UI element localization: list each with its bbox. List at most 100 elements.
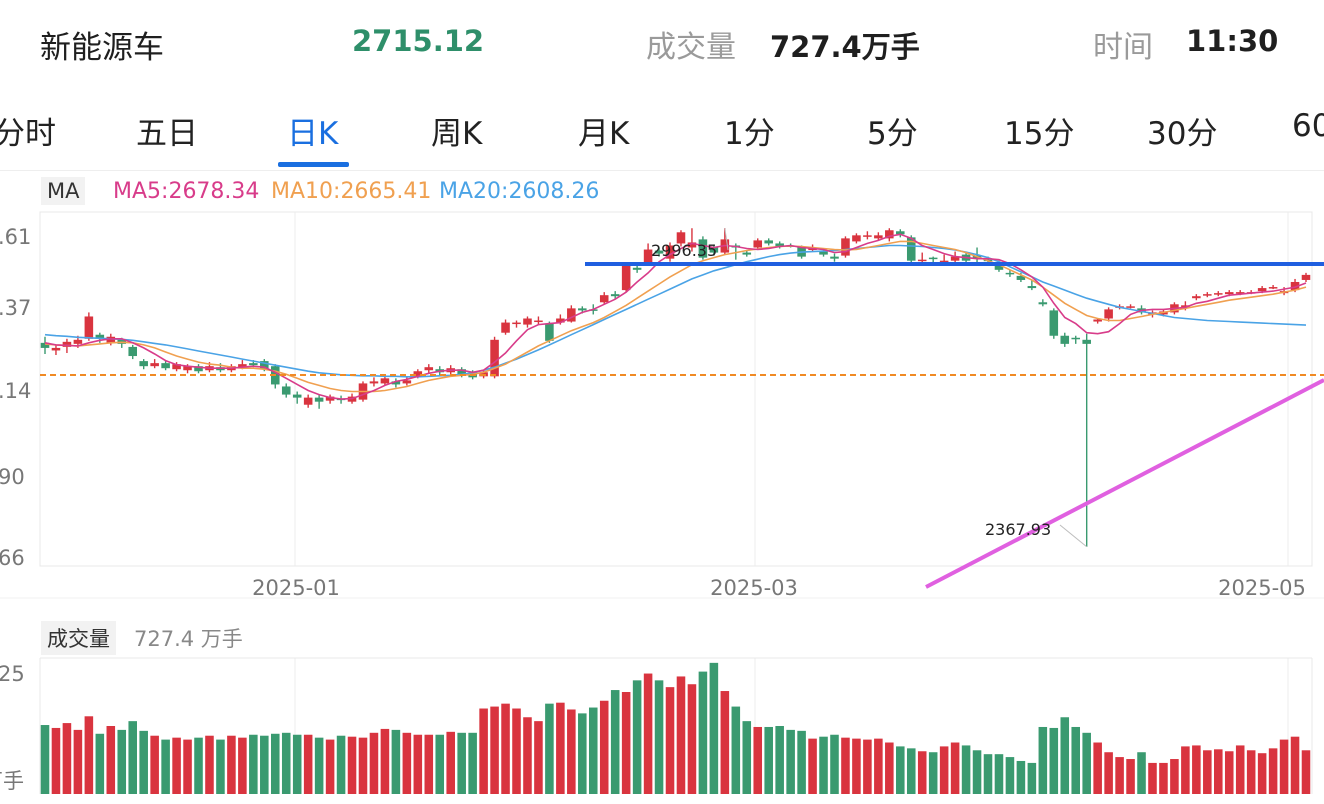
volume-bar — [775, 726, 784, 794]
tab-weekly-k[interactable]: 周K — [431, 116, 483, 152]
candle-body — [1005, 272, 1015, 275]
candle-body — [819, 251, 828, 255]
candle-body — [281, 386, 291, 395]
volume-bar — [380, 728, 390, 794]
candle-body — [863, 235, 872, 237]
volume-bar — [885, 742, 894, 794]
period-tabs: 分时 五日 日K 周K 月K 1分 5分 15分 30分 60 — [0, 82, 1324, 171]
volume-bar — [292, 734, 302, 794]
volume-bar — [1203, 750, 1212, 794]
tab-five-day[interactable]: 五日 — [136, 116, 198, 152]
volume-bar — [687, 684, 697, 794]
volume-bar — [1104, 752, 1113, 794]
candle-body — [523, 318, 532, 325]
volume-bar — [446, 731, 455, 794]
volume-bar — [830, 734, 839, 794]
volume-bar — [260, 735, 269, 794]
candle-body — [1224, 292, 1234, 295]
high-leader-line — [724, 228, 729, 251]
volume-bar — [413, 734, 423, 794]
candle-body — [1181, 305, 1190, 308]
candle-body — [709, 246, 719, 253]
volume-tick-label: 25 — [0, 662, 25, 686]
y-tick-label: 66 — [0, 546, 25, 570]
tab-intraday[interactable]: 分时 — [0, 116, 56, 152]
candle-body — [610, 294, 620, 297]
volume-bar — [720, 691, 730, 794]
volume-bar — [1005, 757, 1015, 794]
volume-chip[interactable]: 成交量 — [41, 621, 116, 655]
ma5-value: MA5:2678.34 — [113, 179, 260, 204]
candle-body — [1126, 306, 1135, 308]
candle-body — [1192, 296, 1201, 299]
volume-bar — [961, 745, 971, 794]
volume-bar — [1235, 745, 1245, 794]
candle-body — [567, 308, 576, 322]
candle-body — [73, 339, 83, 344]
volume-summary: 727.4 万手 — [134, 627, 243, 651]
y-tick-label: .37 — [0, 296, 31, 320]
volume-unit-label: 万手 — [0, 769, 24, 793]
volume-bar — [588, 707, 598, 794]
candle-body — [698, 239, 708, 258]
volume-bar — [402, 732, 412, 794]
volume-bar — [534, 721, 543, 794]
candle-body — [40, 342, 50, 348]
candle-body — [62, 341, 72, 347]
tab-60min[interactable]: 60 — [1292, 108, 1324, 144]
volume-bar — [347, 736, 357, 794]
volume-bar — [183, 739, 192, 794]
volume-bar — [676, 676, 686, 794]
volume-bar — [117, 729, 127, 794]
volume-bar — [161, 739, 170, 794]
candle-body — [654, 250, 664, 254]
x-tick-label: 2025-03 — [710, 576, 798, 600]
y-tick-label: 90 — [0, 465, 25, 489]
candle-body — [303, 397, 313, 405]
volume-bar — [1093, 742, 1102, 794]
volume-bar — [40, 725, 50, 794]
volume-bar — [106, 726, 116, 794]
candle-body — [775, 243, 784, 247]
volume-bar — [62, 723, 72, 794]
volume-bar — [1159, 762, 1168, 794]
ma10-line — [44, 240, 1307, 393]
candle-body — [1257, 288, 1267, 292]
candle-body — [1071, 337, 1081, 340]
ma-chip[interactable]: MA — [41, 177, 86, 205]
volume-bar — [227, 735, 236, 794]
y-tick-label: .14 — [0, 379, 31, 403]
tab-monthly-k[interactable]: 月K — [578, 116, 630, 152]
x-tick-label: 2025-01 — [252, 576, 340, 600]
tab-1min[interactable]: 1分 — [724, 116, 775, 152]
volume-bar — [906, 748, 916, 794]
candle-body — [665, 245, 675, 259]
candle-body — [906, 237, 916, 261]
volume-bar — [610, 690, 620, 794]
tab-5min[interactable]: 5分 — [867, 116, 918, 152]
candle-body — [51, 347, 61, 351]
quote-header: 新能源车 2715.12 成交量 727.4万手 时间 11:30 — [0, 0, 1324, 82]
volume-bar — [1082, 732, 1091, 794]
candle-body — [1049, 310, 1059, 336]
volume-bar — [764, 726, 773, 794]
candle-body — [172, 364, 181, 370]
tab-daily-k[interactable]: 日K — [287, 116, 339, 152]
volume-bar — [621, 692, 631, 794]
chart-grid — [0, 211, 1324, 794]
volume-bar — [1214, 749, 1223, 794]
high-price-label: 2996.35 — [651, 241, 717, 260]
tab-30min[interactable]: 30分 — [1147, 116, 1218, 152]
volume-bar — [808, 738, 817, 794]
volume-bar — [709, 662, 719, 794]
volume-bar — [457, 732, 466, 794]
index-price: 2715.12 — [352, 24, 485, 58]
candle-body — [380, 378, 390, 384]
candle-body — [402, 380, 412, 384]
volume-bar — [983, 754, 993, 794]
volume-bar — [314, 737, 324, 794]
tab-15min[interactable]: 15分 — [1004, 116, 1075, 152]
candle-body — [457, 369, 466, 375]
candles — [40, 228, 1311, 547]
candle-body — [534, 320, 543, 323]
